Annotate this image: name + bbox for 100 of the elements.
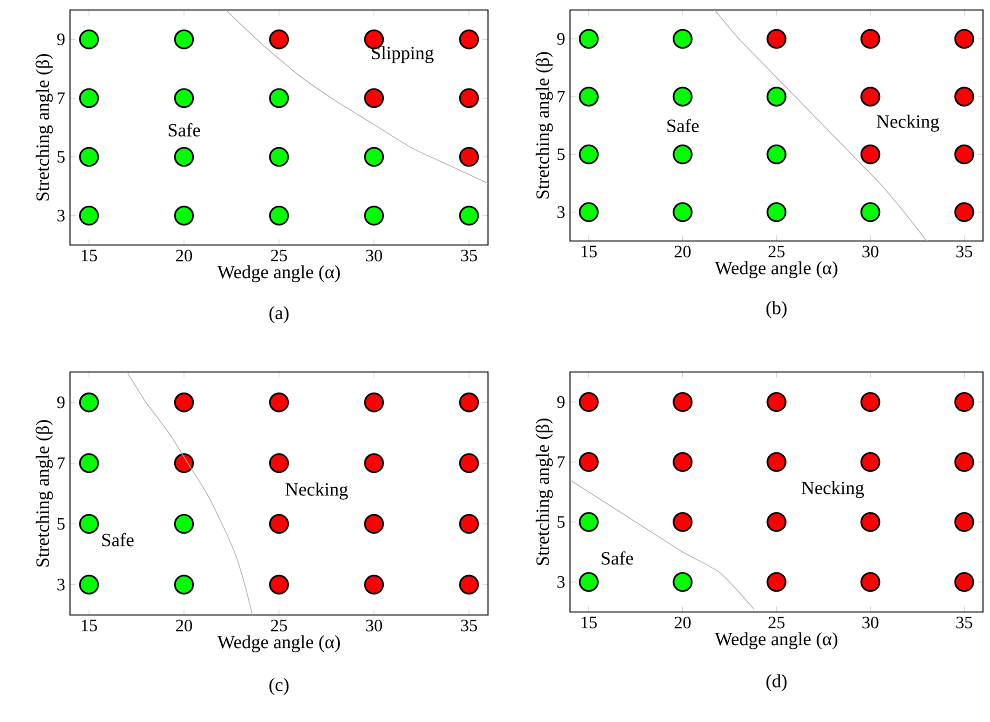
- x-tick-label: 35: [956, 246, 972, 258]
- line-series: [570, 480, 754, 610]
- point: [672, 202, 693, 222]
- annotation: Safe: [168, 123, 200, 137]
- x-tick-label: 30: [366, 620, 382, 632]
- x-tick-label: 20: [176, 250, 192, 262]
- point: [174, 574, 194, 595]
- x-tick-label: 15: [582, 616, 597, 628]
- y-axis-title: Stretching angle (β): [36, 420, 53, 566]
- point: [364, 392, 384, 412]
- point: [459, 146, 479, 167]
- point: [269, 453, 289, 474]
- point: [364, 453, 384, 474]
- point: [174, 453, 194, 474]
- point: [860, 452, 880, 472]
- x-tick-label: 35: [461, 250, 477, 262]
- point: [459, 574, 479, 595]
- annotation: Safe: [602, 551, 634, 565]
- point: [860, 144, 880, 164]
- point: [672, 512, 693, 532]
- point: [364, 574, 384, 595]
- point: [174, 206, 194, 226]
- x-tick-label: 20: [674, 246, 691, 258]
- point: [364, 514, 384, 534]
- point: [269, 574, 289, 595]
- point: [860, 512, 880, 532]
- point: [459, 88, 479, 108]
- point: [766, 452, 786, 472]
- x-tick-label: 30: [862, 246, 878, 258]
- point: [174, 29, 194, 50]
- point: [672, 392, 693, 412]
- point: [269, 146, 289, 167]
- point: [459, 453, 479, 474]
- point: [672, 28, 693, 49]
- x-tick-label: 20: [674, 616, 691, 628]
- point: [578, 392, 599, 412]
- x-axis-title: Wedge angle (α): [714, 632, 838, 650]
- point: [459, 392, 479, 412]
- point: [766, 144, 786, 164]
- x-tick-label: 20: [176, 620, 192, 632]
- point: [269, 29, 289, 50]
- y-tick-label: 9: [557, 396, 565, 408]
- y-tick-label: 5: [558, 148, 565, 160]
- point: [174, 392, 194, 412]
- point: [578, 572, 599, 592]
- annotation: Safe: [102, 533, 134, 546]
- point: [766, 28, 786, 49]
- point: [578, 512, 599, 532]
- point: [269, 392, 289, 412]
- point: [269, 514, 289, 534]
- x-tick-label: 15: [82, 620, 97, 632]
- x-tick-label: 25: [271, 620, 287, 632]
- y-tick-label: 9: [57, 34, 65, 46]
- text: (b): [766, 301, 787, 318]
- point: [672, 86, 693, 107]
- point: [860, 86, 880, 107]
- y-tick-label: 7: [558, 90, 565, 102]
- point: [860, 392, 880, 412]
- point: [174, 146, 194, 167]
- annotation: Necking: [876, 114, 940, 132]
- line-series: [225, 10, 488, 184]
- y-tick-label: 7: [58, 457, 65, 469]
- point: [79, 574, 99, 595]
- text: (c): [269, 678, 289, 695]
- point: [364, 146, 384, 167]
- y-tick-label: 7: [58, 92, 65, 104]
- y-tick-label: 3: [57, 210, 65, 222]
- x-tick-label: 35: [461, 620, 477, 632]
- y-tick-label: 3: [557, 206, 565, 218]
- point: [578, 144, 599, 164]
- point: [459, 514, 479, 534]
- point: [766, 392, 786, 412]
- point: [79, 453, 99, 474]
- x-axis-title: Wedge angle (α): [714, 261, 838, 278]
- point: [578, 86, 599, 107]
- y-tick-label: 3: [57, 578, 65, 590]
- point: [79, 88, 99, 108]
- point: [269, 206, 289, 226]
- annotation: Necking: [802, 481, 864, 498]
- text: (d): [766, 674, 787, 692]
- point: [459, 29, 479, 50]
- point: [766, 202, 786, 222]
- y-tick-label: 5: [58, 518, 65, 530]
- point: [364, 88, 384, 108]
- y-tick-label: 5: [558, 516, 565, 528]
- text: (a): [269, 306, 289, 324]
- point: [860, 28, 880, 49]
- y-tick-label: 9: [557, 33, 565, 45]
- point: [174, 514, 194, 534]
- x-tick-label: 25: [271, 250, 287, 262]
- y-tick-label: 3: [557, 576, 565, 588]
- annotation: Safe: [667, 118, 699, 132]
- point: [578, 28, 599, 49]
- x-tick-label: 30: [366, 250, 382, 262]
- x-axis-title: Wedge angle (α): [217, 635, 340, 652]
- y-tick-label: 5: [58, 151, 65, 163]
- point: [578, 452, 599, 472]
- x-tick-label: 30: [862, 616, 878, 628]
- point: [459, 206, 479, 226]
- y-tick-label: 7: [558, 456, 565, 468]
